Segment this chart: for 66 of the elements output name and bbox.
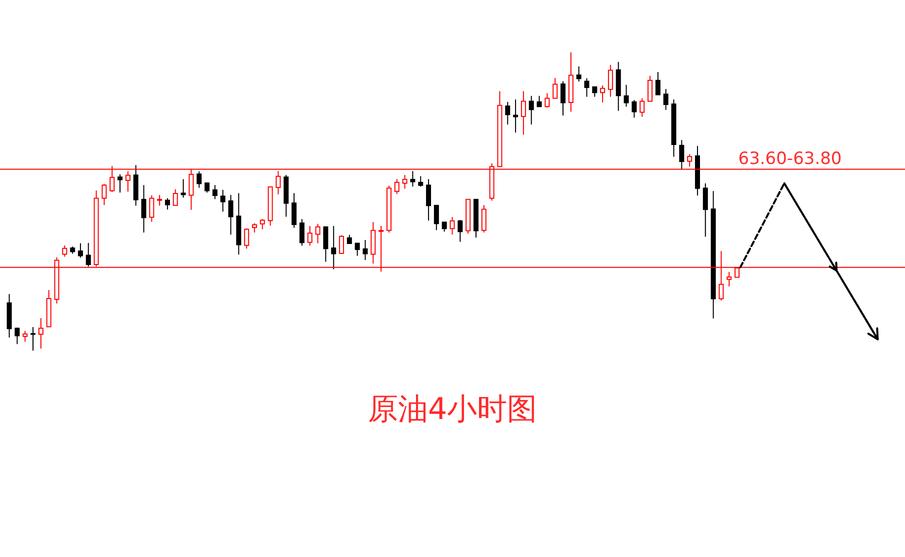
- candlestick: [434, 204, 439, 231]
- candlestick: [354, 242, 360, 256]
- candlestick: [62, 244, 68, 258]
- candlestick: [86, 242, 91, 268]
- candlestick: [536, 95, 542, 108]
- candlestick: [640, 98, 645, 118]
- candlestick: [560, 80, 566, 116]
- candlestick: [655, 72, 660, 96]
- candlestick: [552, 77, 558, 99]
- candlestick: [157, 194, 162, 206]
- candlestick: [442, 222, 447, 232]
- candlestick: [78, 242, 83, 258]
- candlestick: [528, 95, 534, 126]
- candlestick: [418, 176, 424, 188]
- candlestick: [252, 222, 257, 234]
- candlestick: [726, 271, 732, 288]
- candlestick: [450, 216, 455, 236]
- candlestick: [339, 234, 344, 254]
- candlestick: [212, 184, 218, 200]
- candlestick: [362, 239, 368, 260]
- candlestick: [370, 222, 376, 264]
- candlestick: [228, 194, 234, 236]
- candlestick: [576, 66, 582, 82]
- text: 原油4小时图: [368, 392, 538, 428]
- candlestick: [513, 98, 518, 134]
- candlestick: [663, 88, 668, 110]
- candlestick: [608, 64, 613, 98]
- candlestick: [410, 170, 416, 188]
- candlestick: [307, 225, 312, 246]
- candlestick: [584, 78, 590, 98]
- candlestick: [632, 100, 637, 118]
- candlestick: [331, 225, 336, 270]
- candlestick: [648, 75, 653, 102]
- candlestick: [102, 183, 107, 206]
- candlestick: [196, 170, 202, 188]
- candlestick: [402, 174, 408, 190]
- candlestick: [315, 223, 320, 244]
- candlestick: [426, 178, 432, 222]
- candlestick: [292, 192, 297, 228]
- candlestick: [180, 178, 186, 198]
- candlestick: [624, 84, 629, 108]
- candlestick: [323, 226, 328, 262]
- candlestick: [30, 326, 36, 352]
- candlestick: [481, 204, 486, 234]
- candlestick: [679, 140, 684, 170]
- candlestick: [687, 154, 692, 168]
- candlestick: [394, 178, 400, 195]
- annotation: 63.60-63.80: [738, 149, 842, 169]
- candlestick: [14, 327, 20, 345]
- candlestick: [164, 198, 170, 210]
- candlestick: [600, 84, 606, 103]
- candlestick: [141, 184, 146, 234]
- candlestick: [458, 219, 463, 242]
- candlestick: [260, 218, 265, 230]
- candlestick: [38, 318, 44, 350]
- candlestick: [505, 101, 510, 126]
- candlestick: [172, 188, 178, 206]
- candlestick: [22, 330, 28, 342]
- candlestick: [520, 90, 526, 136]
- candlestick: [544, 92, 550, 108]
- candlestick: [149, 194, 154, 222]
- candlestick: [299, 218, 304, 246]
- candlestick: [118, 174, 123, 194]
- candlestick: [220, 189, 226, 212]
- candlestick: [244, 228, 250, 250]
- candlestick: [702, 182, 708, 238]
